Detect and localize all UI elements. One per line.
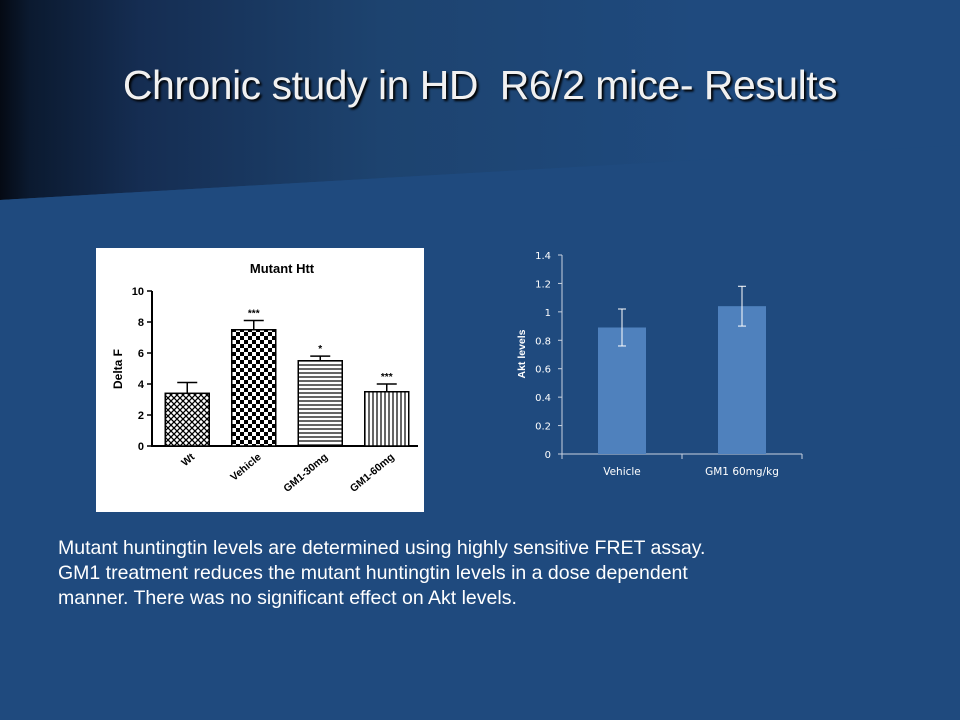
chart1-category-label: Wt [179,451,197,469]
chart1-y-axis-label: Delta F [111,349,125,389]
caption-line: GM1 treatment reduces the mutant hunting… [58,562,688,584]
chart2-y-tick-label: 1 [545,308,551,319]
chart2-bar [598,327,646,454]
chart2-bar [718,306,766,454]
chart1-significance-label: *** [381,372,393,383]
chart2-y-tick-label: 1.4 [535,251,551,262]
chart1-y-tick-label: 4 [138,379,145,391]
slide-caption: Mutant huntingtin levels are determined … [58,536,918,611]
chart1-title: Mutant Htt [250,261,315,276]
chart2-y-tick-label: 0.2 [535,422,551,433]
caption-line: manner. There was no significant effect … [58,587,517,609]
chart2-y-tick-label: 0.8 [535,336,551,347]
chart2-y-tick-label: 1.2 [535,279,551,290]
chart1-bar [164,392,210,447]
chart1-y-tick-label: 6 [138,348,144,360]
chart1-y-tick-label: 2 [138,410,144,422]
chart1-y-tick-label: 8 [138,317,144,329]
chart2-y-axis-label: Akt levels [516,329,528,378]
chart1-bar [231,329,277,447]
chart1-category-label: GM1-30mg [281,451,330,495]
chart2-y-tick-label: 0 [545,450,551,461]
slide-title: Chronic study in HD R6/2 mice- Results [122,62,838,108]
chart1-bar [297,360,343,447]
chart1-bar [364,391,410,447]
mutant-htt-chart-panel: Mutant Htt Delta F 0 2 4 6 8 10 Wt *** Vehicle * G… [96,248,424,512]
akt-levels-chart-panel: Akt levels 0 0.2 0.4 0.6 0.8 1 1.2 1.4 Vehicle GM… [506,240,816,490]
akt-levels-chart: Akt levels 0 0.2 0.4 0.6 0.8 1 1.2 1.4 Vehicle GM… [516,251,803,478]
chart2-y-tick-label: 0.6 [535,365,551,376]
chart1-category-label: Vehicle [228,451,264,484]
chart1-y-tick-label: 0 [138,441,144,453]
chart2-category-label: Vehicle [603,466,641,478]
mutant-htt-chart: Mutant Htt Delta F 0 2 4 6 8 10 Wt *** Vehicle * G… [111,261,418,495]
chart1-significance-label: * [318,344,322,355]
chart1-significance-label: *** [248,308,260,319]
chart1-category-label: GM1-60mg [348,451,397,495]
chart2-category-label: GM1 60mg/kg [705,466,779,478]
chart2-y-tick-label: 0.4 [535,393,551,404]
caption-line: Mutant huntingtin levels are determined … [58,537,706,559]
chart1-y-tick-label: 10 [132,286,144,298]
